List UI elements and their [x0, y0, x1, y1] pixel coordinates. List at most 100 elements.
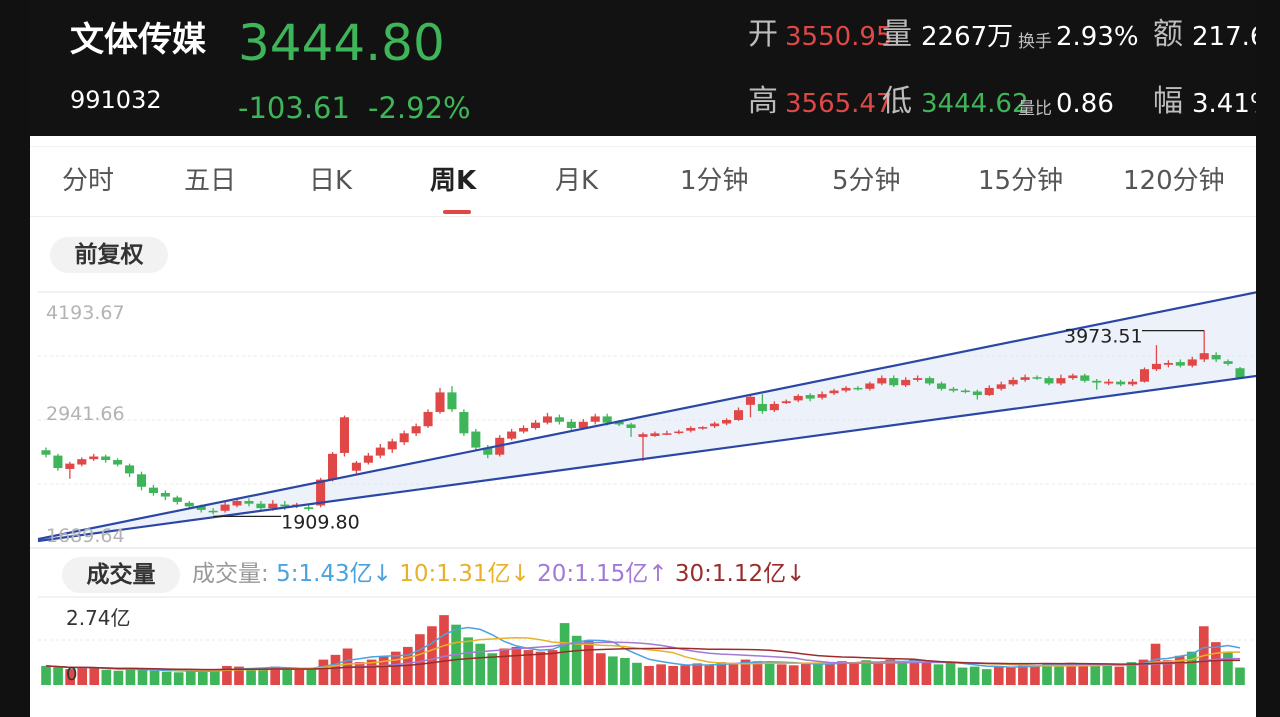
volume-bar — [53, 667, 63, 685]
turnover-value: 2.93% — [1056, 22, 1139, 52]
volume-bar — [487, 653, 498, 685]
volume-bar — [499, 648, 510, 685]
candle-body — [817, 394, 827, 398]
price-axis-tick-label: 1689.64 — [46, 525, 125, 547]
volume-bar — [1223, 651, 1233, 685]
open-label: 开 — [748, 17, 778, 52]
candle-body — [125, 465, 135, 474]
candle-body — [208, 510, 218, 513]
open-value: 3550.95 — [785, 22, 893, 52]
volume-bar — [595, 653, 606, 685]
volume-bar — [306, 669, 317, 685]
volume-bar — [1078, 665, 1089, 685]
tab-five-day[interactable]: 五日 — [184, 166, 237, 196]
candle-body — [507, 431, 517, 439]
volume-bar — [511, 646, 522, 685]
candle-body — [328, 453, 338, 480]
volume-ma10: 10:1.31亿 — [399, 561, 511, 587]
tab-daily-k[interactable]: 日K — [309, 166, 353, 196]
candle-body — [686, 427, 696, 431]
volume-bar — [125, 669, 136, 685]
tab-120-minute[interactable]: 120分钟 — [1123, 166, 1225, 196]
candle-body — [77, 459, 87, 465]
volume-bar — [776, 664, 787, 685]
volume-bar — [752, 661, 763, 685]
volume-bar — [680, 665, 691, 685]
candle-body — [184, 502, 194, 507]
candle-body — [339, 417, 350, 453]
candle-body — [65, 463, 75, 469]
candle-body — [304, 507, 314, 510]
candle-body — [650, 433, 660, 437]
quote-header: 文体传媒 991032 3444.80 -103.61 -2.92% 开 355… — [30, 0, 1256, 136]
candle-body — [865, 383, 875, 389]
price-axis-tick-label: 2941.66 — [46, 403, 125, 425]
volume-bar — [318, 659, 329, 685]
tab-intraday[interactable]: 分时 — [62, 166, 115, 196]
volume-bar — [788, 665, 799, 685]
candle-body — [829, 390, 839, 394]
tab-monthly-k[interactable]: 月K — [555, 166, 599, 196]
candle-body — [984, 387, 994, 396]
volume-bar — [993, 665, 1004, 685]
volume-bar — [873, 663, 883, 685]
tab-5-minute[interactable]: 5分钟 — [832, 166, 901, 196]
high-label: 高 — [748, 84, 778, 119]
candle-body — [363, 455, 373, 463]
volume-bar — [535, 651, 546, 685]
candle-body — [626, 424, 636, 428]
left-margin — [0, 0, 30, 717]
volume-bar — [330, 654, 341, 685]
candle-body — [435, 392, 445, 412]
volume-bar — [716, 662, 727, 685]
volume-indicator-button[interactable]: 成交量 — [62, 557, 180, 593]
volume-bar — [656, 664, 666, 685]
volume-bar — [704, 665, 715, 685]
volume-bar — [583, 640, 594, 685]
volume-ma10-arrow: ↓ — [510, 561, 530, 587]
candle-body — [423, 411, 433, 427]
candle-body — [841, 387, 851, 391]
candle-body — [447, 392, 457, 410]
amplitude-value: 3.41% — [1192, 89, 1256, 119]
adjust-mode-button[interactable]: 前复权 — [50, 237, 168, 273]
candle-body — [745, 396, 756, 405]
low-value: 3444.62 — [921, 89, 1029, 119]
volume-bar — [969, 666, 980, 685]
volume-bar — [439, 615, 449, 685]
candle-body — [793, 395, 803, 401]
volume-bar — [885, 659, 896, 685]
volume-bar — [644, 665, 654, 685]
volume-bar — [1042, 663, 1052, 685]
volume-bar — [185, 670, 196, 685]
volume-bar — [897, 662, 908, 685]
volume-bar — [415, 634, 425, 685]
candle-body — [1032, 377, 1042, 379]
candle-body — [972, 391, 982, 396]
volume-bar — [668, 665, 678, 685]
volume-ma-legend: 成交量: 5:1.43亿↓ 10:1.31亿↓ 20:1.15亿↑ 30:1.1… — [192, 563, 805, 586]
tab-1-minute[interactable]: 1分钟 — [680, 166, 749, 196]
candle-body — [948, 388, 958, 391]
candle-body — [960, 390, 970, 393]
volume-bar — [981, 669, 992, 685]
candle-body — [268, 503, 278, 509]
candle-body — [1044, 378, 1054, 384]
volume-bar — [1186, 651, 1197, 685]
candle-body — [1211, 354, 1221, 360]
tab-strip-border — [30, 146, 1256, 147]
volume-bar — [1102, 664, 1113, 685]
candle-body — [614, 421, 624, 425]
volume-bar — [222, 665, 232, 685]
volume-bar — [849, 662, 859, 685]
tab-15-minute[interactable]: 15分钟 — [978, 166, 1064, 196]
candle-body — [160, 493, 170, 497]
volume-legend-title: 成交量: — [192, 561, 269, 587]
candle-body — [519, 427, 529, 432]
volume-bar — [1066, 662, 1076, 685]
volume-bar — [957, 667, 968, 685]
volume-bar — [113, 670, 124, 685]
tab-weekly-k[interactable]: 周K — [430, 166, 477, 196]
candle-body — [662, 433, 672, 435]
